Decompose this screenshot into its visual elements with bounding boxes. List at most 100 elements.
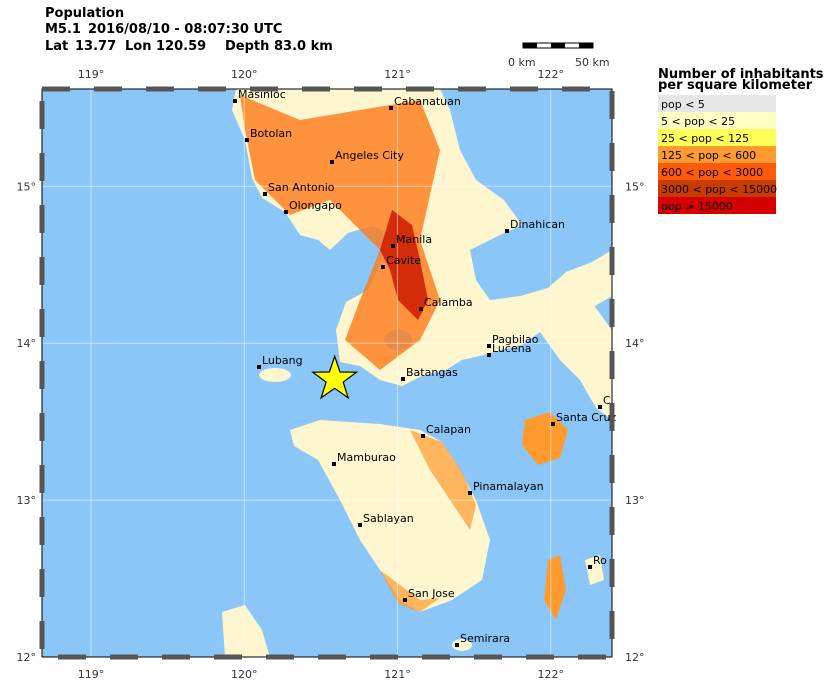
depth-value: 83.0 km xyxy=(274,39,333,54)
y-tick-label: 13° xyxy=(17,494,37,507)
city-label: Batangas xyxy=(406,366,458,379)
city-marker xyxy=(391,244,395,248)
city-marker xyxy=(358,523,362,527)
scale-end: 50 km xyxy=(575,56,610,69)
legend-label: 600 < pop < 3000 xyxy=(661,166,763,179)
legend-swatch xyxy=(658,95,776,112)
city-marker xyxy=(332,462,336,466)
city-label: Ro xyxy=(593,554,607,567)
legend-swatch xyxy=(658,129,776,146)
legend-label: pop < 5 xyxy=(661,98,705,111)
legend-title: per square kilometer xyxy=(658,78,813,93)
city-marker xyxy=(284,210,288,214)
x-tick-label: 121° xyxy=(384,68,411,81)
city-label: San Antonio xyxy=(268,181,335,194)
city-marker xyxy=(263,192,267,196)
y-tick-label: 12° xyxy=(17,651,37,664)
frame-dashes xyxy=(39,86,615,660)
city-marker xyxy=(588,565,592,569)
city-label: Semirara xyxy=(460,632,510,645)
legend-swatch xyxy=(658,163,776,180)
grid xyxy=(42,89,612,657)
semirara xyxy=(452,639,472,651)
y-tick-label: 15° xyxy=(625,180,645,193)
city-marker xyxy=(233,99,237,103)
lat-value: 13.77 xyxy=(75,39,116,54)
city-marker xyxy=(421,434,425,438)
legend-swatch xyxy=(658,146,776,163)
city-label: Calapan xyxy=(426,423,471,436)
city-marker xyxy=(551,422,555,426)
mindoro-east xyxy=(410,430,476,530)
city-marker xyxy=(389,106,393,110)
y-tick-label: 15° xyxy=(17,180,37,193)
city-label: Mamburao xyxy=(337,451,396,464)
city-marker xyxy=(505,229,509,233)
city-label: Angeles City xyxy=(335,149,404,162)
legend-label: 5 < pop < 25 xyxy=(661,115,735,128)
city-marker xyxy=(598,405,602,409)
city-label: C xyxy=(603,394,611,407)
x-tick-label: 120° xyxy=(231,68,258,81)
city-label: Lubang xyxy=(262,354,303,367)
y-tick-label: 12° xyxy=(625,651,645,664)
city-marker xyxy=(419,307,423,311)
x-tick-label: 120° xyxy=(231,668,258,681)
magnitude: M5.1 xyxy=(45,22,81,37)
depth-label: Depth xyxy=(225,39,269,54)
x-tick-label: 119° xyxy=(78,68,105,81)
city-marker xyxy=(330,160,334,164)
tablas xyxy=(544,555,566,620)
marinduque xyxy=(522,412,568,465)
lon-value: 120.59 xyxy=(156,39,206,54)
y-tick-label: 14° xyxy=(625,337,645,350)
legend: Number of inhabitants per square kilomet… xyxy=(658,67,824,214)
legend-label: 25 < pop < 125 xyxy=(661,132,749,145)
city-label: Botolan xyxy=(250,127,292,140)
romblon xyxy=(585,555,604,585)
legend-label: 125 < pop < 600 xyxy=(661,149,756,162)
city-label: Olongapo xyxy=(289,199,342,212)
city-marker xyxy=(455,643,459,647)
legend-label: 3000 < pop < 15000 xyxy=(661,183,777,196)
x-tick-label: 122° xyxy=(537,668,564,681)
city-marker xyxy=(468,491,472,495)
bicol xyxy=(540,300,612,420)
city-label: Santa Cruz xyxy=(556,411,616,424)
legend-swatch xyxy=(658,180,776,197)
lat-label: Lat xyxy=(45,39,68,54)
city-label: Sablayan xyxy=(363,512,414,525)
title: Population xyxy=(45,6,124,21)
lon-label: Lon xyxy=(125,39,151,54)
x-tick-label: 122° xyxy=(537,68,564,81)
scale-bar xyxy=(522,42,594,49)
legend-swatch xyxy=(658,197,776,214)
y-tick-label: 14° xyxy=(17,337,37,350)
manila-bay xyxy=(322,236,382,278)
city-marker xyxy=(487,344,491,348)
city-label: Pinamalayan xyxy=(473,480,544,493)
y-tick-label: 13° xyxy=(625,494,645,507)
city-marker xyxy=(381,265,385,269)
city-label: Dinahican xyxy=(510,218,565,231)
city-marker xyxy=(403,598,407,602)
city-label: Manila xyxy=(396,233,432,246)
luzon-urban xyxy=(240,95,440,370)
city-marker xyxy=(487,353,491,357)
city-label: Cavite xyxy=(386,254,421,267)
legend-label: pop > 15000 xyxy=(661,200,733,213)
city-marker xyxy=(245,138,249,142)
city-label: Lucena xyxy=(492,342,531,355)
epicenter xyxy=(311,354,359,400)
city-marker xyxy=(257,365,261,369)
x-tick-label: 121° xyxy=(384,668,411,681)
city-label: Calamba xyxy=(424,296,473,309)
city-label: Cabanatuan xyxy=(394,95,461,108)
lubang xyxy=(259,368,291,382)
city-label: San Jose xyxy=(408,587,455,600)
manila-core xyxy=(380,210,428,320)
islands-sw xyxy=(222,605,270,657)
legend-title: Number of inhabitants xyxy=(658,67,824,82)
